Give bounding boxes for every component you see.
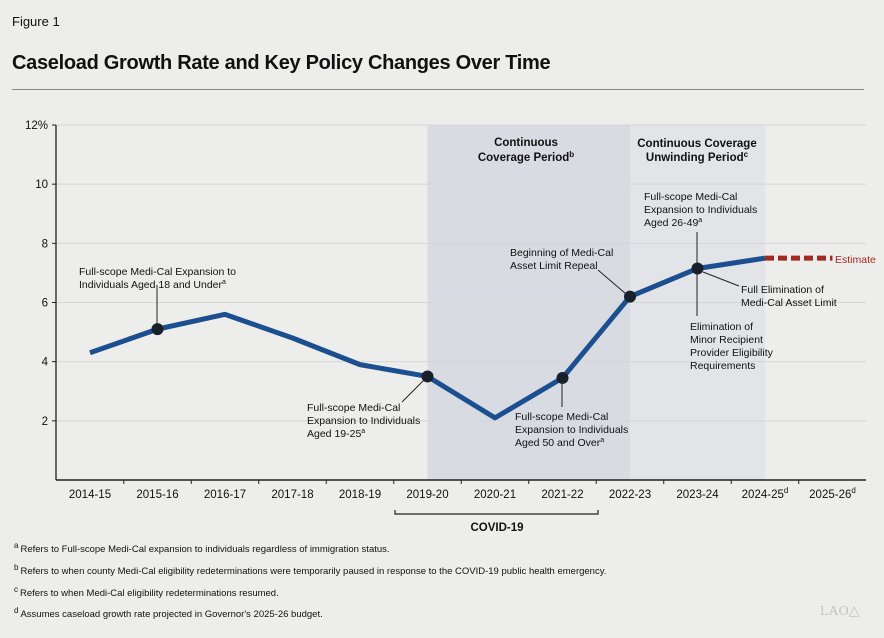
footnote-text: Assumes caseload growth rate projected i… <box>20 609 323 620</box>
leader-line <box>401 379 425 403</box>
annotation-age-19-25: Full-scope Medi-Cal Expansion to Individ… <box>307 402 423 440</box>
y-tick-label: 6 <box>42 298 48 310</box>
footnote-mark: a <box>14 541 19 550</box>
x-tick-label: 2018-19 <box>339 489 381 501</box>
annotation-full-asset-elimination: Full Elimination of Medi-Cal Asset Limit <box>741 284 837 309</box>
period-label-unwinding: Continuous Coverage <box>637 138 756 150</box>
annotation-minor-recipient: Elimination of Minor Recipient Provider … <box>690 321 776 372</box>
x-tick-label: 2021-22 <box>541 489 583 501</box>
title-divider <box>12 89 864 90</box>
footnote-text: Refers to when county Medi-Cal eligibili… <box>20 566 607 577</box>
footnote-text: Refers to Full-scope Medi-Cal expansion … <box>20 544 390 555</box>
chart-title: Caseload Growth Rate and Key Policy Chan… <box>12 52 551 74</box>
x-tick-label: 2015-16 <box>136 489 178 501</box>
y-tick-label: 4 <box>42 357 49 369</box>
x-tick-label: 2025-26d <box>809 486 856 501</box>
footnote-mark: b <box>14 563 19 572</box>
leader-line <box>702 271 740 287</box>
figure-label: Figure 1 <box>12 14 60 29</box>
period-label-continuous: Continuous <box>494 137 558 149</box>
data-point-marker <box>151 323 164 336</box>
x-tick-label: 2014-15 <box>69 489 111 501</box>
x-tick-label: 2019-20 <box>406 489 448 501</box>
covid-bracket: COVID-19 <box>394 510 599 534</box>
annotation-age-18-under: Full-scope Medi-Cal Expansion to Individ… <box>79 266 239 291</box>
annotation-age-50-over: Full-scope Medi-Cal Expansion to Individ… <box>515 411 631 449</box>
period-label-unwinding-2: Unwinding Periodc <box>646 150 749 164</box>
estimate-label: Estimate <box>835 254 876 266</box>
data-point-marker <box>556 371 569 384</box>
leader-line <box>597 269 627 295</box>
footnote-mark: c <box>14 585 18 594</box>
y-tick-label: 10 <box>35 179 48 191</box>
annotation-asset-limit-repeal: Beginning of Medi-Cal Asset Limit Repeal <box>510 247 616 272</box>
x-tick-label: 2017-18 <box>271 489 313 501</box>
x-tick-label: 2023-24 <box>676 489 719 501</box>
footnote-text: Refers to when Medi-Cal eligibility rede… <box>20 588 279 599</box>
annotation-age-26-49: Full-scope Medi-Cal Expansion to Individ… <box>644 191 760 229</box>
covid-bracket-line <box>394 510 599 515</box>
x-tick-label: 2020-21 <box>474 489 516 501</box>
lao-logo: LAO△ <box>820 604 860 619</box>
footnote-b: b Refers to when county Medi-Cal eligibil… <box>14 563 606 577</box>
period-label-continuous-2: Coverage Periodb <box>478 150 574 164</box>
footnote-c: c Refers to when Medi-Cal eligibility red… <box>14 585 279 599</box>
y-tick-label: 8 <box>42 238 48 250</box>
data-point-marker <box>691 262 704 275</box>
footnote-a: a Refers to Full-scope Medi-Cal expansion… <box>14 541 390 555</box>
covid-label: COVID-19 <box>470 522 523 534</box>
y-tick-label: 12% <box>25 120 48 132</box>
footnote-d: d Assumes caseload growth rate projected … <box>14 606 323 620</box>
footnote-mark: d <box>14 606 19 615</box>
data-point-marker <box>624 290 636 303</box>
y-tick-label: 2 <box>42 416 48 428</box>
data-point-marker <box>421 370 434 383</box>
x-tick-label: 2024-25d <box>742 486 789 501</box>
x-tick-label: 2022-23 <box>609 489 651 501</box>
x-tick-label: 2016-17 <box>204 489 246 501</box>
